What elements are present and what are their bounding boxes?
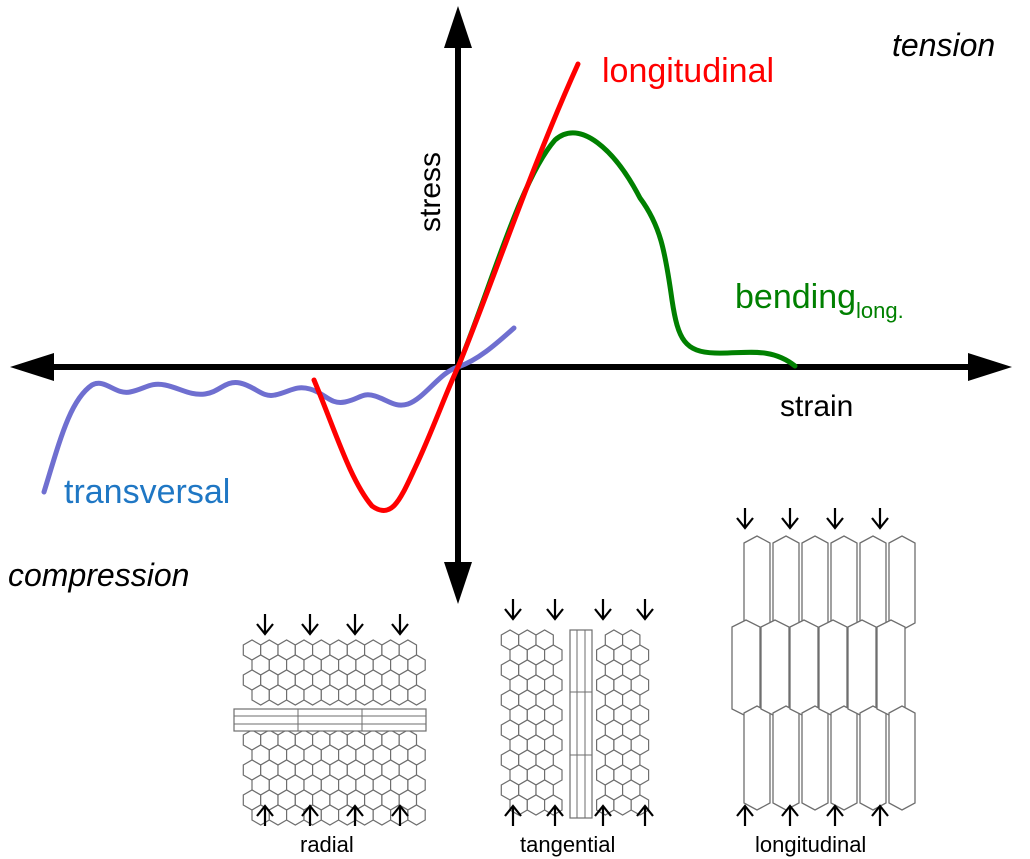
arrow-down-icon: [826, 508, 844, 530]
longitudinal-curve-label: longitudinal: [602, 52, 774, 90]
wood-cell: [320, 804, 340, 826]
tangential-ray-band: [569, 629, 593, 819]
transversal-curve-label: transversal: [64, 473, 230, 511]
bending-label-main: bending: [735, 278, 856, 316]
y-axis-arrow-up: [444, 6, 472, 48]
arrow-down-icon: [871, 508, 889, 530]
arrow-up-icon: [546, 804, 564, 826]
wood-fiber: [830, 705, 858, 811]
transversal-curve: [41, 325, 517, 495]
tension-label: tension: [892, 27, 995, 63]
arrow-down-icon: [781, 508, 799, 530]
radial-cell-grid: [242, 639, 426, 826]
arrow-up-icon: [504, 804, 522, 826]
tangential-compression-arrows: [504, 599, 654, 826]
longitudinal-inset-label: longitudinal: [755, 832, 866, 857]
wood-cell: [407, 684, 426, 706]
wood-cell: [355, 684, 374, 706]
strain-label: strain: [780, 390, 853, 423]
wood-cell: [613, 794, 632, 816]
wood-cell: [372, 684, 392, 706]
longitudinal-inset: longitudinal: [731, 508, 916, 857]
longitudinal-fiber-grid: [731, 535, 916, 811]
bending-label-subscript: long.: [856, 298, 904, 323]
tangential-label: tangential: [520, 832, 615, 857]
radial-ray-band: [233, 708, 427, 732]
wood-fiber: [772, 705, 800, 811]
arrow-down-icon: [636, 599, 654, 621]
compression-label: compression: [8, 557, 189, 593]
wood-cell: [286, 684, 305, 706]
wood-fiber: [859, 535, 887, 631]
bending-curve-label: bendinglong.: [735, 278, 904, 323]
wood-fiber: [818, 619, 848, 717]
wood-fiber: [847, 619, 877, 717]
wood-fiber: [801, 535, 829, 631]
wood-fiber: [743, 705, 771, 811]
arrow-up-icon: [346, 804, 364, 826]
arrow-down-icon: [594, 599, 612, 621]
arrow-down-icon: [504, 599, 522, 621]
wood-cell: [303, 684, 322, 706]
arrow-up-icon: [826, 804, 844, 826]
arrow-down-icon: [256, 614, 274, 636]
wood-cell: [338, 684, 357, 706]
wood-cell: [407, 804, 426, 826]
longitudinal-curve: [311, 61, 581, 513]
stress-label: stress: [414, 152, 447, 232]
arrow-up-icon: [391, 804, 409, 826]
wood-fiber: [859, 705, 887, 811]
wood-fiber: [789, 619, 819, 717]
tangential-cell-grid: [500, 629, 650, 816]
x-axis-arrow-right: [968, 353, 1012, 381]
arrow-down-icon: [391, 614, 409, 636]
wood-fiber: [830, 535, 858, 631]
wood-fiber: [888, 705, 916, 811]
arrow-up-icon: [781, 804, 799, 826]
arrow-up-icon: [301, 804, 319, 826]
arrow-down-icon: [301, 614, 319, 636]
axes: [10, 6, 1012, 604]
arrow-up-icon: [256, 804, 274, 826]
arrow-up-icon: [636, 804, 654, 826]
x-axis-arrow-left: [10, 353, 54, 381]
wood-fiber: [772, 535, 800, 631]
wood-fiber: [876, 619, 906, 717]
wood-fiber: [801, 705, 829, 811]
radial-compression-arrows: [256, 614, 409, 826]
arrow-up-icon: [594, 804, 612, 826]
longitudinal-compression-arrows: [736, 508, 889, 826]
wood-cell: [355, 804, 374, 826]
wood-fiber: [760, 619, 790, 717]
radial-inset: radial: [233, 614, 427, 857]
y-axis-arrow-down: [444, 562, 472, 604]
wood-cell: [286, 804, 305, 826]
arrow-down-icon: [546, 599, 564, 621]
arrow-up-icon: [871, 804, 889, 826]
wood-fiber: [731, 619, 761, 717]
wood-cell: [268, 684, 288, 706]
wood-fiber: [888, 535, 916, 631]
tangential-inset: tangential: [500, 599, 654, 857]
radial-label: radial: [300, 832, 354, 857]
wood-cell: [526, 794, 546, 816]
wood-fiber: [743, 535, 771, 631]
wood-cell: [390, 684, 409, 706]
wood-cell: [372, 804, 392, 826]
wood-cell: [320, 684, 340, 706]
arrow-up-icon: [736, 804, 754, 826]
arrow-down-icon: [736, 508, 754, 530]
wood-cell: [251, 684, 270, 706]
arrow-down-icon: [346, 614, 364, 636]
